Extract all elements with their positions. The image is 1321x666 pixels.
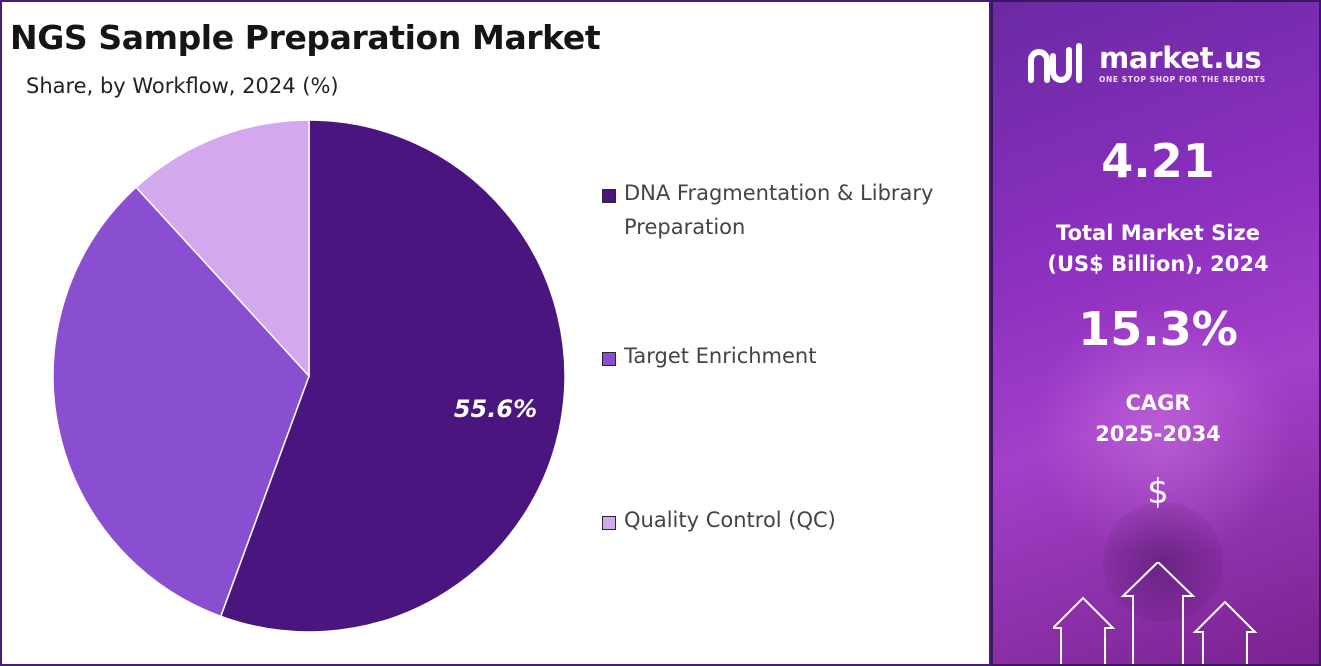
summary-panel: market.us ONE STOP SHOP FOR THE REPORTS … <box>991 0 1321 666</box>
legend-item-dna-fragmentation: DNA Fragmentation & Library Preparation <box>602 181 933 244</box>
logo-tagline: ONE STOP SHOP FOR THE REPORTS <box>1099 74 1266 84</box>
legend-label: Target Enrichment <box>624 344 817 368</box>
legend-item-quality-control: Quality Control (QC) <box>602 508 836 537</box>
chart-panel: NGS Sample Preparation Market Share, by … <box>0 0 991 666</box>
chart-title: NGS Sample Preparation Market <box>10 18 601 57</box>
pie-chart: 55.6% <box>52 119 566 633</box>
market-size-label: Total Market Size (US$ Billion), 2024 <box>1047 221 1269 276</box>
dollar-sign: $ <box>1147 472 1169 512</box>
legend-swatch <box>602 189 616 203</box>
cagr-label: CAGR 2025-2034 <box>1095 391 1221 446</box>
chart-legend: DNA Fragmentation & Library Preparation … <box>602 2 982 664</box>
cagr-value: 15.3% <box>1078 302 1238 356</box>
up-arrows-icon <box>1053 562 1258 664</box>
chart-subtitle: Share, by Workflow, 2024 (%) <box>26 74 339 98</box>
legend-label: DNA Fragmentation & Library Preparation <box>624 181 934 239</box>
market-us-logo-icon <box>1028 43 1082 83</box>
background-glow <box>1033 302 1293 562</box>
pie-slice-1 <box>52 186 310 618</box>
market-size-value: 4.21 <box>1101 134 1215 188</box>
legend-item-target-enrichment: Target Enrichment <box>602 344 816 373</box>
legend-label: Quality Control (QC) <box>624 508 836 532</box>
background-cup-shape <box>1103 502 1223 622</box>
legend-swatch <box>602 516 616 530</box>
legend-swatch <box>602 352 616 366</box>
market-us-logo: market.us ONE STOP SHOP FOR THE REPORTS <box>1027 42 1266 84</box>
pie-data-label-0: 55.6% <box>454 395 537 423</box>
logo-name: market.us <box>1099 40 1262 75</box>
pie-slice-0 <box>219 119 566 633</box>
pie-slice-2 <box>135 119 310 378</box>
